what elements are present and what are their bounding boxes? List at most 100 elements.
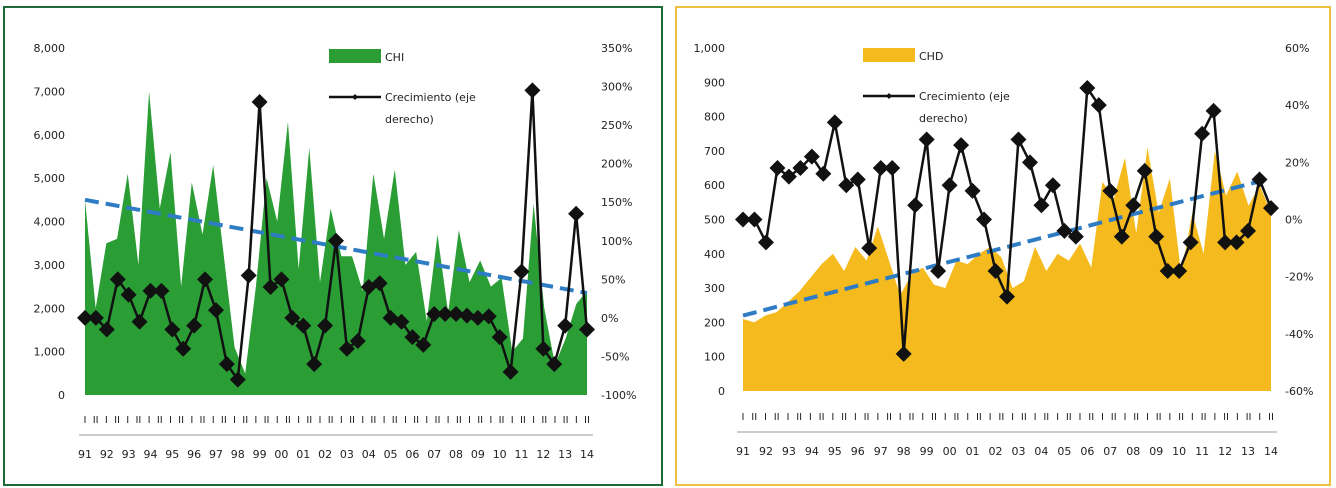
- x-sub-label: I: [742, 412, 745, 423]
- x-sub-label: I: [297, 415, 300, 426]
- growth-point: [1056, 222, 1073, 239]
- x-sub-label: II: [328, 415, 334, 426]
- x-sub-label: II: [864, 412, 870, 423]
- x-year-label: 05: [384, 448, 398, 461]
- x-sub-label: II: [200, 415, 206, 426]
- growth-point: [87, 309, 104, 326]
- y-left-tick-label: 6,000: [34, 129, 66, 142]
- y-right-tick-label: 50%: [601, 273, 625, 286]
- x-sub-label: II: [541, 415, 547, 426]
- x-sub-label: I: [989, 412, 992, 423]
- y-right-tick-label: 0%: [1285, 214, 1302, 227]
- growth-point: [964, 182, 981, 199]
- x-year-label: 06: [1080, 445, 1094, 458]
- x-sub-label: I: [1079, 412, 1082, 423]
- x-year-label: 97: [874, 445, 888, 458]
- growth-point: [1125, 197, 1142, 214]
- x-year-label: 12: [536, 448, 550, 461]
- x-sub-label: II: [178, 415, 184, 426]
- x-sub-label: II: [520, 415, 526, 426]
- x-sub-label: II: [819, 412, 825, 423]
- x-sub-label: II: [1156, 412, 1162, 423]
- area-series-chd: [743, 147, 1271, 391]
- x-year-label: 94: [805, 445, 819, 458]
- growth-point: [826, 114, 843, 131]
- growth-point: [769, 160, 786, 177]
- x-sub-label: I: [468, 415, 471, 426]
- growth-point: [941, 177, 958, 194]
- legend-label-line: Crecimiento (eje: [919, 90, 1010, 103]
- x-sub-label: I: [233, 415, 236, 426]
- legend-label-area: CHI: [385, 51, 404, 64]
- x-sub-label: I: [809, 412, 812, 423]
- y-right-tick-label: -20%: [1285, 271, 1313, 284]
- x-year-label: 11: [1195, 445, 1209, 458]
- x-year-label: 11: [515, 448, 529, 461]
- growth-point: [448, 306, 465, 323]
- x-sub-label: II: [285, 415, 291, 426]
- legend-label-line: Crecimiento (eje: [385, 91, 476, 104]
- chart-chd: 1,000900800700600500400300200100060%40%2…: [694, 42, 1314, 458]
- growth-point: [568, 205, 585, 222]
- x-sub-label: I: [831, 412, 834, 423]
- growth-point: [579, 321, 595, 338]
- trend-line: [742, 176, 1272, 318]
- x-sub-label: I: [340, 415, 343, 426]
- y-left-tick-label: 7,000: [34, 85, 66, 98]
- x-year-label: 00: [943, 445, 957, 458]
- x-sub-label: II: [392, 415, 398, 426]
- growth-point: [142, 282, 159, 299]
- growth-point: [1171, 262, 1188, 279]
- y-left-tick-label: 8,000: [34, 42, 66, 55]
- x-sub-label: I: [1123, 412, 1126, 423]
- chart-panel-chd: 1,000 900 800 700 600 500 400 300 200 100 0 60% 40% 2…: [675, 6, 1331, 486]
- x-sub-label: I: [489, 415, 492, 426]
- x-sub-label: I: [532, 415, 535, 426]
- legend-label-line-cont: derecho): [919, 112, 968, 125]
- y-left-tick-label: 1,000: [34, 346, 66, 359]
- y-left-tick-label: 500: [704, 214, 725, 227]
- x-sub-label: II: [953, 412, 959, 423]
- x-year-label: 03: [1011, 445, 1025, 458]
- growth-point: [186, 317, 203, 334]
- growth-point: [757, 234, 774, 251]
- growth-point: [1010, 131, 1027, 148]
- growth-point: [262, 279, 279, 296]
- x-sub-label: II: [1021, 412, 1027, 423]
- x-sub-label: I: [212, 415, 215, 426]
- growth-point: [109, 271, 126, 288]
- growth-point: [404, 329, 421, 346]
- y-right-tick-label: 60%: [1285, 42, 1309, 55]
- growth-point: [491, 329, 508, 346]
- x-year-label: 98: [231, 448, 245, 461]
- growth-point: [240, 267, 257, 284]
- growth-point: [131, 313, 148, 330]
- x-sub-label: I: [126, 415, 129, 426]
- growth-point: [872, 160, 889, 177]
- y-left-tick-label: 3,000: [34, 259, 66, 272]
- growth-point: [746, 211, 763, 228]
- growth-point: [999, 288, 1015, 305]
- x-year-label: 14: [1264, 445, 1278, 458]
- x-sub-label: II: [1043, 412, 1049, 423]
- x-year-label: 97: [209, 448, 223, 461]
- y-right-tick-label: 100%: [601, 235, 632, 248]
- growth-point: [229, 371, 246, 388]
- x-sub-label: II: [1133, 412, 1139, 423]
- x-sub-label: I: [1168, 412, 1171, 423]
- x-year-label: 04: [362, 448, 376, 461]
- x-year-label: 00: [274, 448, 288, 461]
- x-sub-label: I: [764, 412, 767, 423]
- y-left-tick-label: 900: [704, 76, 725, 89]
- y-left-tick-label: 100: [704, 351, 725, 364]
- x-sub-label: II: [909, 412, 915, 423]
- growth-point: [175, 340, 192, 357]
- x-year-label: 91: [736, 445, 750, 458]
- x-sub-label: I: [447, 415, 450, 426]
- y-left-tick-label: 1,000: [694, 42, 726, 55]
- x-year-label: 93: [122, 448, 136, 461]
- x-sub-label: I: [1236, 412, 1239, 423]
- x-sub-label: II: [456, 415, 462, 426]
- x-sub-label: I: [190, 415, 193, 426]
- x-sub-label: I: [361, 415, 364, 426]
